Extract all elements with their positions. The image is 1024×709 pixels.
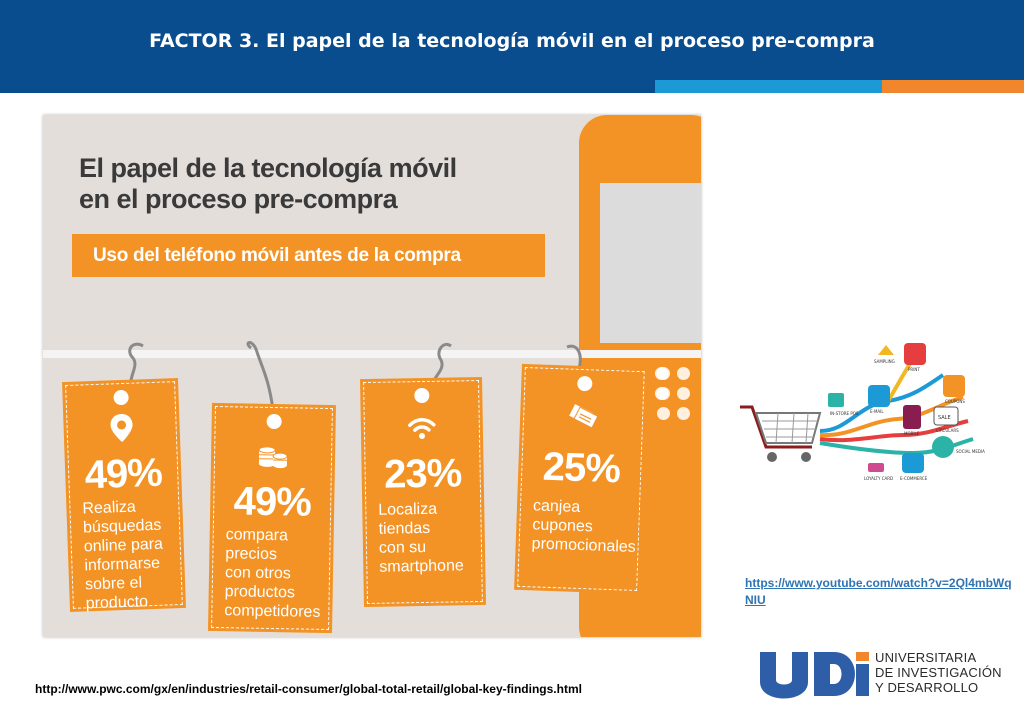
tag-line: con otros	[224, 564, 291, 583]
tag-line: precios	[225, 545, 278, 564]
channel-label: IN-STORE POS	[830, 411, 859, 416]
phone-key	[657, 407, 670, 420]
tag-line: smartphone	[379, 557, 464, 576]
tag-string	[128, 342, 144, 387]
infographic-title-line1: El papel de la tecnología móvil	[79, 153, 457, 183]
tag-percent: 49%	[233, 479, 312, 525]
tag-description: Realiza búsquedas online para informarse…	[82, 497, 165, 614]
logo-text: UNIVERSITARIA DE INVESTIGACIÓN Y DESARRO…	[875, 650, 1002, 695]
channel-label: LOYALTY CARD	[864, 476, 893, 481]
tag-percent: 49%	[83, 450, 163, 498]
tag-string	[246, 341, 275, 411]
coins-icon	[258, 446, 288, 469]
tag-line: compara	[225, 526, 289, 545]
logo-line: Y DESARROLLO	[875, 680, 979, 695]
tag-hole	[577, 375, 593, 392]
tag-percent: 23%	[383, 451, 462, 497]
tag-hole	[113, 389, 129, 406]
tag-description: canjea cupones promocionales	[531, 496, 637, 557]
infographic-title: El papel de la tecnología móvil en el pr…	[79, 153, 559, 215]
tag-string	[566, 344, 582, 370]
phone-key	[677, 407, 690, 420]
tag-line: competidores	[224, 602, 321, 621]
phone-key	[657, 367, 670, 380]
youtube-link[interactable]: https://www.youtube.com/watch?v=2Ql4mbWq…	[745, 576, 1012, 607]
tag-line: promocionales	[531, 535, 637, 556]
banner-text: Uso del teléfono móvil antes de la compr…	[93, 245, 461, 266]
tag-hole	[414, 387, 430, 404]
phone-screen	[600, 183, 701, 343]
wifi-icon	[408, 418, 436, 440]
shopping-cart-channels-icon: IN-STORE POS E-MAIL PRINT COUPONS MOBILE…	[740, 343, 985, 481]
phone-key	[657, 387, 670, 400]
infographic: El papel de la tecnología móvil en el pr…	[43, 115, 701, 637]
infographic-title-line2: en el proceso pre-compra	[79, 184, 398, 214]
channel-label: PRINT	[908, 367, 920, 372]
logo-line: UNIVERSITARIA	[875, 650, 977, 665]
channel-label: E-MAIL	[870, 409, 884, 414]
channel-label: CIRCULARS	[936, 428, 959, 433]
infographic-banner: Uso del teléfono móvil antes de la compr…	[72, 234, 545, 277]
coupon-icon	[569, 404, 599, 429]
stat-tag-4: 25% canjea cupones promocionales	[514, 363, 648, 595]
source-link[interactable]: http://www.pwc.com/gx/en/industries/reta…	[35, 682, 582, 696]
stat-tag-2: 49% compara precios con otros productos …	[207, 402, 337, 634]
stripe-blue	[0, 80, 655, 93]
channel-label: SOCIAL MEDIA	[956, 449, 985, 454]
stripe-orange	[882, 80, 1024, 93]
slide-title: FACTOR 3. El papel de la tecnología móvi…	[149, 30, 875, 52]
channel-label: COUPONS	[945, 399, 965, 404]
tag-description: compara precios con otros productos comp…	[224, 525, 322, 622]
channel-label: SAMPLING	[874, 359, 895, 364]
hanging-rail	[43, 350, 701, 358]
location-pin-icon	[110, 414, 133, 443]
tag-hole	[266, 413, 282, 430]
tag-line: tiendas	[378, 519, 431, 538]
stripe-light-blue	[655, 80, 882, 93]
tag-string	[431, 343, 452, 383]
tag-line: producto	[85, 593, 149, 613]
logo-line: DE INVESTIGACIÓN	[875, 665, 1002, 680]
tag-line: Localiza	[378, 500, 438, 519]
tag-line: informarse	[84, 554, 161, 575]
channel-label: MOBILE	[904, 431, 920, 436]
channel-label: E-COMMERCE	[900, 476, 928, 481]
phone-key	[677, 367, 690, 380]
channel-label: SALE	[938, 415, 951, 421]
stat-tag-3: 23% Localiza tiendas con su smartphone	[359, 376, 487, 608]
tag-description: Localiza tiendas con su smartphone	[378, 499, 464, 576]
tag-percent: 25%	[542, 444, 621, 492]
phone-key	[677, 387, 690, 400]
udi-logo	[760, 652, 869, 699]
tag-line: productos	[224, 583, 296, 602]
tag-line: con su	[378, 538, 427, 557]
header-bar: FACTOR 3. El papel de la tecnología móvi…	[0, 0, 1024, 80]
stat-tag-1: 49% Realiza búsquedas online para inform…	[61, 378, 187, 612]
